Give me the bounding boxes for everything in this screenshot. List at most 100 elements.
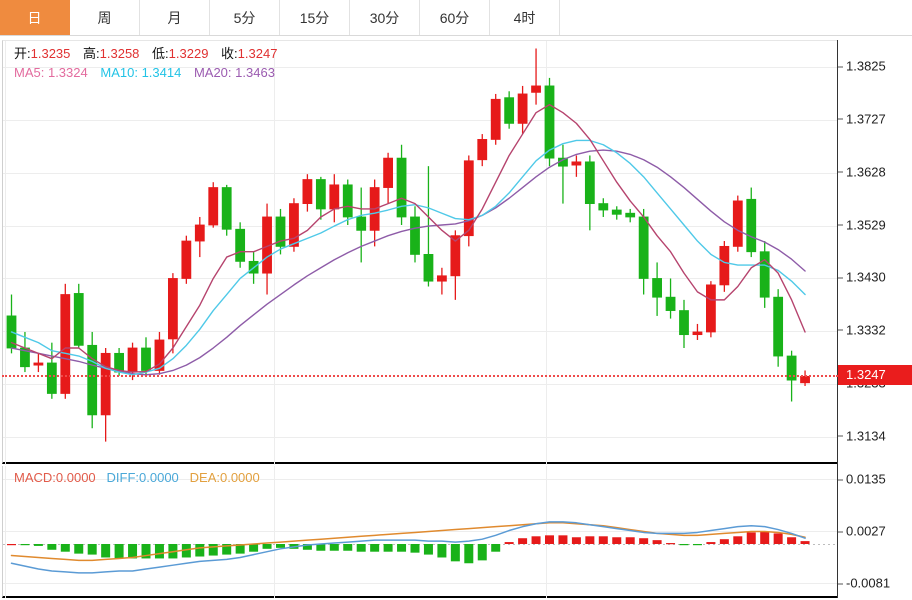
macd-bar [477, 544, 487, 561]
macd-bar [302, 544, 312, 550]
candle-body [141, 347, 151, 371]
macd-bar [719, 539, 729, 544]
macd-chart-panel[interactable] [2, 466, 838, 598]
macd-histogram [7, 531, 810, 564]
timeframe-tab-4[interactable]: 15分 [280, 0, 350, 35]
candle-body [73, 293, 84, 346]
candle-body [625, 212, 636, 218]
timeframe-tab-5[interactable]: 30分 [350, 0, 420, 35]
candle-body [746, 198, 757, 253]
macd-bar [316, 544, 326, 551]
candle-body [759, 251, 770, 298]
candle-body [221, 187, 232, 230]
candle-body [504, 97, 515, 124]
price-axis-tick: 1.3134 [838, 428, 886, 443]
timeframe-tab-7[interactable]: 4时 [490, 0, 560, 35]
price-axis-tick: 1.3529 [838, 217, 886, 232]
timeframe-tab-label: 月 [167, 9, 182, 26]
macd-bar [74, 544, 84, 554]
candle-body [719, 245, 730, 286]
macd-bar [410, 544, 420, 553]
price-axis-tick: 1.3332 [838, 322, 886, 337]
candle-body [315, 179, 326, 210]
ma20-line [10, 149, 806, 376]
candlestick-series [6, 48, 810, 442]
candle-body [383, 157, 394, 188]
macd-bar [370, 544, 380, 552]
macd-axis-tick: -0.0081 [838, 576, 890, 591]
timeframe-tab-6[interactable]: 60分 [420, 0, 490, 35]
candle-body [611, 209, 622, 215]
macd-bar [195, 544, 205, 557]
macd-bar [7, 544, 16, 546]
timeframe-tab-1[interactable]: 周 [70, 0, 140, 35]
candle-body [584, 161, 595, 204]
timeframe-tab-label: 30分 [369, 9, 400, 26]
candle-body [679, 310, 689, 336]
macd-bar [141, 544, 151, 559]
macd-bar [343, 544, 353, 551]
candle-body [235, 228, 246, 262]
macd-bar [222, 544, 232, 555]
macd-bar [733, 536, 743, 544]
candle-body [302, 179, 313, 204]
macd-bar [518, 538, 528, 544]
macd-bar [154, 544, 164, 559]
candle-body [477, 139, 488, 161]
macd-bar [491, 544, 501, 552]
candle-body [773, 296, 784, 357]
macd-bar [639, 538, 649, 544]
macd-bar [545, 535, 554, 544]
macd-bar [800, 541, 810, 544]
candle-body [208, 187, 219, 226]
last-price-dotted-line [2, 375, 838, 378]
candle-body [531, 85, 541, 93]
candle-body [692, 331, 703, 336]
candle-body [275, 216, 286, 247]
candle-body [665, 296, 676, 311]
timeframe-tab-label: 周 [97, 9, 112, 26]
macd-bar [356, 544, 366, 552]
candle-body [450, 235, 461, 277]
candle-body [423, 254, 434, 282]
macd-bar [47, 544, 57, 550]
timeframe-tab-3[interactable]: 5分 [210, 0, 280, 35]
timeframe-tab-2[interactable]: 月 [140, 0, 210, 35]
price-gridlines [3, 41, 838, 465]
timeframe-tab-0[interactable]: 日 [0, 0, 70, 35]
macd-bar [504, 542, 514, 544]
macd-bar [773, 533, 783, 544]
price-chart-panel[interactable] [2, 40, 838, 465]
candle-body [490, 98, 501, 140]
macd-bar [20, 544, 30, 546]
price-value-axis: 1.3825 1.3727 1.3628 1.3529 1.3430 1.3332 1.32… [838, 40, 912, 464]
candle-body [194, 224, 205, 242]
macd-bar [437, 544, 447, 558]
timeframe-tab-bar: 日 周 月 5分 15分 30分 60分 4时 [0, 0, 912, 36]
price-axis-tick: 1.3727 [838, 111, 886, 126]
macd-bar [397, 544, 407, 552]
price-chart-canvas [3, 41, 838, 465]
macd-bar [276, 544, 285, 548]
moving-average-lines [10, 103, 806, 376]
macd-bar [706, 542, 716, 544]
macd-bar [235, 544, 245, 554]
dea-line [10, 522, 806, 562]
candle-body [87, 344, 98, 416]
macd-bar [383, 544, 393, 552]
candle-body [100, 352, 111, 416]
macd-chart-canvas [3, 466, 838, 598]
macd-bar [33, 544, 43, 546]
timeframe-tab-label: 60分 [439, 9, 470, 26]
candle-body [181, 240, 192, 279]
candle-body [706, 284, 716, 333]
candle-body [436, 275, 447, 282]
macd-bar [262, 544, 272, 549]
candle-body [396, 157, 407, 218]
macd-bar [652, 540, 662, 544]
macd-bar [329, 544, 339, 551]
macd-bar [666, 543, 676, 545]
candle-body [356, 216, 367, 231]
candle-body [517, 93, 528, 124]
